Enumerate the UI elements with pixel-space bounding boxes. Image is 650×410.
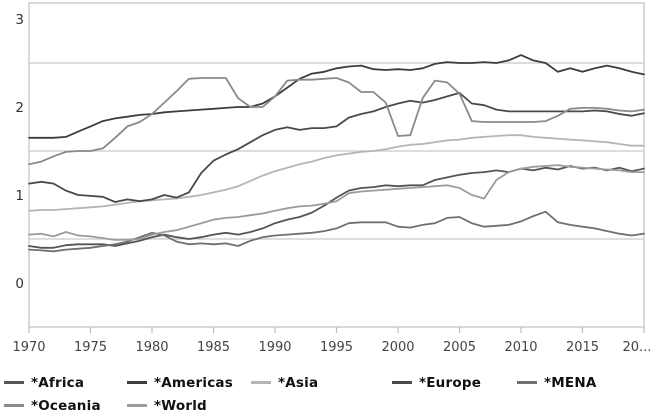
series-line-americas	[28, 54, 645, 139]
series-line-oceania	[28, 77, 645, 166]
legend-line-swatch-asia	[251, 381, 271, 384]
x-axis-tick-label: 1995	[320, 340, 353, 355]
x-axis-tick-label: 20...	[623, 340, 650, 355]
series-line-asia	[28, 134, 645, 212]
legend-label: *Americas	[154, 374, 233, 391]
x-axis-tick-label: 1975	[74, 340, 107, 355]
legend-label: *World	[154, 397, 207, 410]
x-axis-tick-label: 1985	[197, 340, 230, 355]
legend-item-oceania[interactable]: *Oceania	[4, 394, 127, 410]
x-axis-tick-label: 2005	[443, 340, 476, 355]
legend-label: *MENA	[544, 374, 597, 391]
legend-label: *Asia	[278, 374, 319, 391]
x-axis-tick-label: 1980	[135, 340, 168, 355]
legend-item-europe[interactable]: *Europe	[392, 371, 517, 394]
x-axis-tick-label: 1970	[12, 340, 45, 355]
y-axis-tick-label: 2	[15, 100, 24, 116]
plot-area: 0 1 2 3 1970 1975 1980 1985 1990 1995 2000 2005 2010…	[12, 2, 650, 355]
legend-label: *Europe	[419, 374, 482, 391]
x-axis-tick-label: 2010	[504, 340, 537, 355]
x-axis-tick-label: 1990	[258, 340, 291, 355]
legend-item-americas[interactable]: *Americas	[127, 371, 251, 394]
x-axis-tick-label: 2015	[566, 340, 599, 355]
y-axis-tick-label: 1	[15, 188, 24, 204]
y-axis-tick-label: 0	[15, 276, 24, 292]
series-line-world	[28, 164, 645, 241]
legend-item-asia[interactable]: *Asia	[251, 371, 392, 394]
legend-line-swatch-americas	[127, 381, 147, 384]
legend-line-swatch-world	[127, 404, 147, 407]
chart-legend: *Africa *Americas *Asia *Europe *MENA *Oceani…	[4, 371, 650, 410]
legend-item-africa[interactable]: *Africa	[4, 371, 127, 394]
series-line-africa	[28, 165, 645, 249]
legend-line-swatch-africa	[4, 381, 24, 384]
series-line-europe	[28, 92, 645, 203]
legend-item-world[interactable]: *World	[127, 394, 251, 410]
legend-label: *Oceania	[31, 397, 101, 410]
y-axis-tick-label: 3	[15, 12, 24, 28]
legend-label: *Africa	[31, 374, 85, 391]
legend-line-swatch-europe	[392, 381, 412, 384]
legend-line-swatch-oceania	[4, 404, 24, 407]
legend-line-swatch-mena	[517, 381, 537, 384]
legend-item-mena[interactable]: *MENA	[517, 371, 627, 394]
x-axis-tick-label: 2000	[381, 340, 414, 355]
